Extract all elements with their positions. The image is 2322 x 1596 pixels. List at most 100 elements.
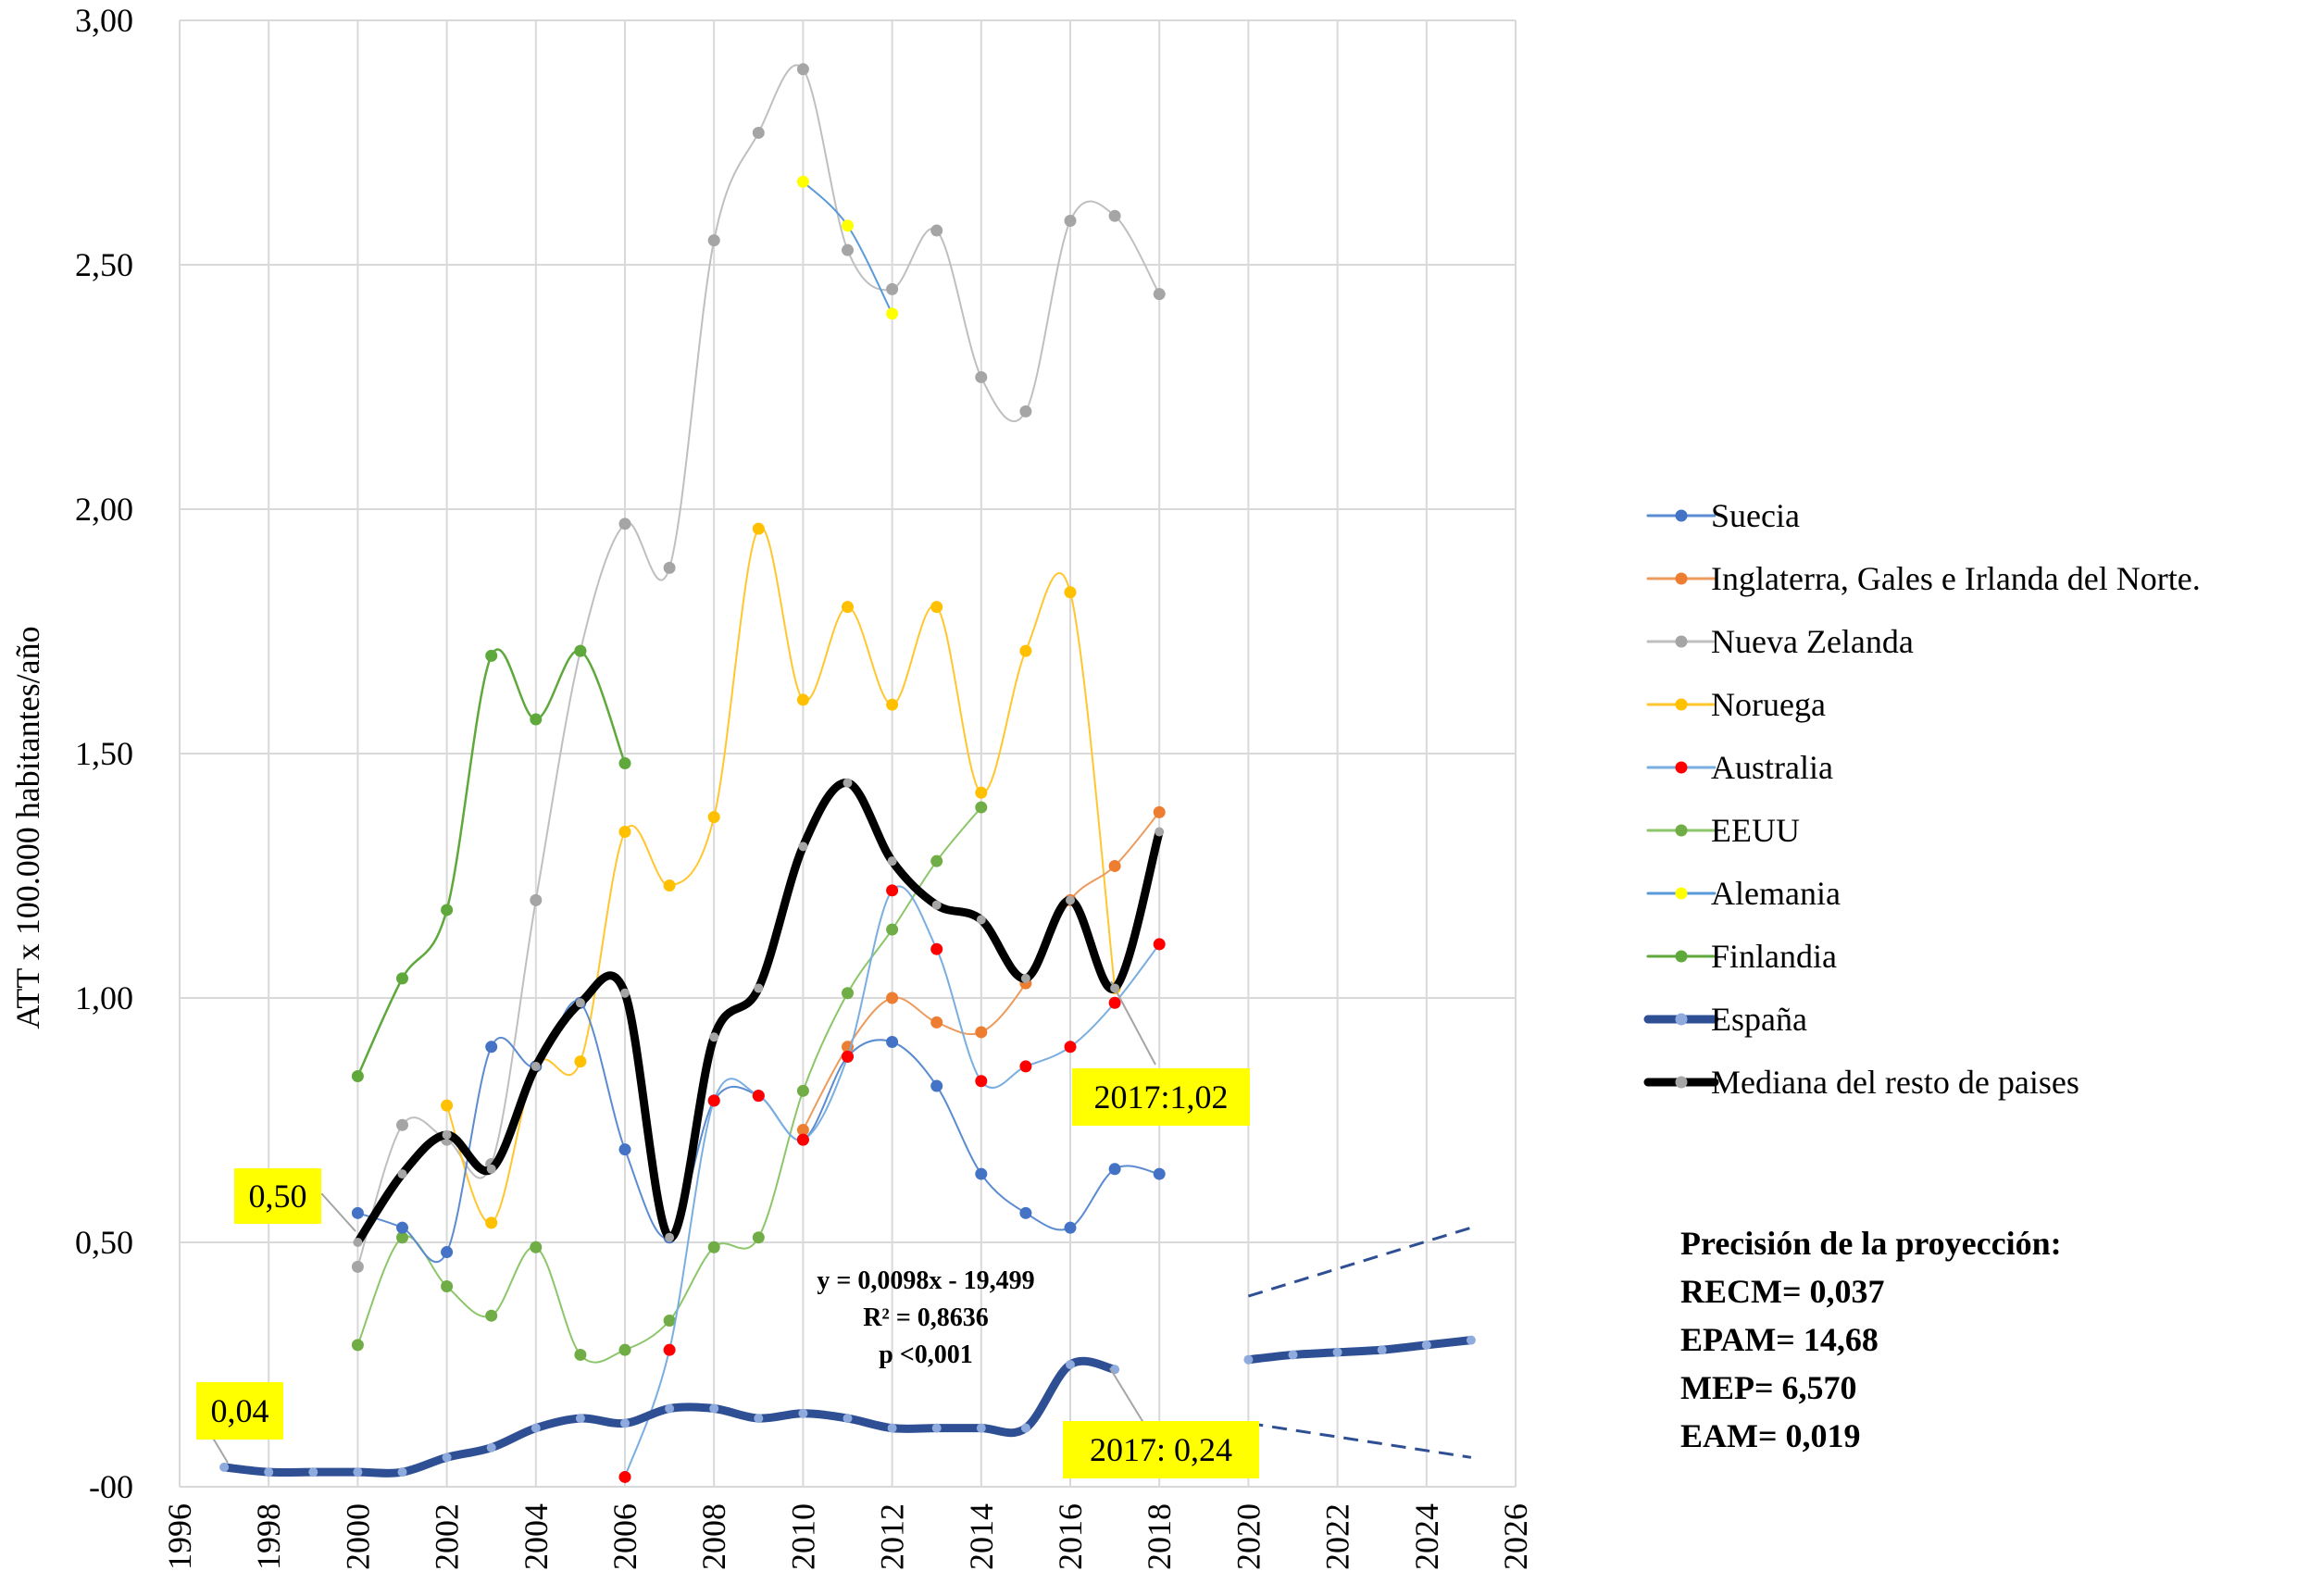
projection-point	[1288, 1350, 1298, 1360]
data-point	[397, 1467, 407, 1478]
grid	[179, 19, 1517, 1488]
series-line	[445, 526, 1117, 1224]
data-point	[1108, 996, 1121, 1009]
regression-line-0: y = 0,0098x - 19,499	[817, 1266, 1034, 1295]
accuracy-box: Precisión de la proyección: RECM= 0,037 EP…	[1680, 1225, 2062, 1454]
legend-item-4: Australia	[1646, 749, 1833, 786]
data-point	[264, 1467, 274, 1478]
data-point	[931, 1423, 942, 1433]
label-050: 0,50	[234, 1168, 321, 1224]
legend-label: Suecia	[1711, 497, 1800, 534]
legend-label: Noruega	[1711, 686, 1826, 723]
y-tick-label: 2,00	[75, 491, 133, 528]
legend-label: EEUU	[1711, 812, 1800, 849]
x-tick-label: 2024	[1408, 1503, 1445, 1570]
data-point	[574, 1348, 587, 1361]
x-tick-label: 2026	[1497, 1503, 1534, 1570]
legend-swatch-marker	[1675, 761, 1688, 774]
y-tick-label: 2,50	[75, 246, 133, 283]
data-point	[663, 879, 676, 892]
data-point	[1064, 586, 1077, 599]
data-point	[665, 1232, 675, 1242]
data-point	[707, 234, 720, 247]
label-004-text: 0,04	[211, 1392, 269, 1429]
data-point	[1019, 644, 1032, 657]
label-050-bg	[234, 1168, 321, 1224]
data-point	[620, 988, 630, 998]
data-point	[486, 1442, 496, 1453]
series-line	[356, 1000, 1161, 1263]
x-tick-label: 2012	[874, 1503, 911, 1570]
data-point	[752, 522, 765, 535]
data-point	[308, 1467, 318, 1478]
data-point	[707, 1241, 720, 1253]
legend-swatch-marker	[1675, 572, 1688, 585]
data-point	[441, 1099, 454, 1112]
data-point	[530, 713, 543, 726]
data-point	[1153, 938, 1166, 951]
series-0	[351, 996, 1166, 1263]
data-point	[442, 1453, 452, 1463]
data-point	[353, 1238, 363, 1247]
y-tick-label: 3,00	[75, 2, 133, 39]
series-line	[353, 779, 1164, 1247]
data-point	[351, 1339, 364, 1352]
data-point	[842, 219, 854, 232]
data-point	[796, 63, 809, 76]
regression-line-1: R² = 0,8636	[863, 1303, 989, 1332]
legend-label: Alemania	[1711, 875, 1841, 912]
data-point	[351, 1206, 364, 1219]
x-tick-label: 2018	[1141, 1503, 1178, 1570]
data-point	[574, 1055, 587, 1068]
projection-line	[1243, 1336, 1476, 1365]
data-point	[930, 942, 943, 955]
x-tick-label: 2016	[1052, 1503, 1089, 1570]
label-050-text: 0,50	[249, 1178, 307, 1215]
data-point	[441, 1246, 454, 1259]
data-point	[1155, 827, 1165, 837]
data-point	[219, 1462, 230, 1472]
accuracy-line-2: MEP= 6,570	[1680, 1369, 1857, 1406]
data-point	[796, 1124, 809, 1137]
data-point	[1064, 214, 1077, 227]
data-point	[1066, 895, 1075, 905]
data-point	[1064, 1221, 1077, 1234]
label-2017-mediana-bg	[1072, 1068, 1250, 1126]
data-point	[886, 282, 899, 295]
projection-lower-bound	[1248, 1421, 1472, 1459]
data-point	[975, 801, 988, 814]
data-point	[1066, 1360, 1075, 1369]
data-point	[976, 915, 986, 925]
data-point	[842, 243, 854, 256]
data-point	[618, 1470, 631, 1483]
data-point	[886, 991, 899, 1004]
data-point	[530, 1241, 543, 1253]
data-point	[353, 1467, 363, 1478]
data-point	[397, 1169, 407, 1179]
series-line	[624, 885, 1161, 1478]
data-point	[754, 983, 764, 993]
projection-layer	[1243, 1226, 1476, 1459]
data-point	[396, 1221, 408, 1234]
data-point	[843, 1414, 853, 1424]
legend-item-5: EEUU	[1646, 812, 1800, 849]
data-point	[485, 649, 498, 662]
legend-label: Finlandia	[1711, 938, 1837, 975]
data-point	[975, 1075, 988, 1088]
data-point	[618, 757, 631, 770]
x-tick-label: 2000	[339, 1503, 376, 1570]
legend-label: Nueva Zelanda	[1711, 623, 1914, 660]
data-point	[842, 987, 854, 1000]
projection-point	[1332, 1347, 1342, 1357]
data-point	[975, 1167, 988, 1180]
regression-line-2: p <0,001	[879, 1340, 973, 1369]
axes: -00 0,50 1,00 1,50 2,00 2,50 3,00 1996 1998 2000 2…	[9, 2, 1534, 1570]
y-tick-label: 0,50	[75, 1224, 133, 1261]
x-tick-label: 2010	[784, 1503, 821, 1570]
legend: Suecia Inglaterra, Gales e Irlanda del No…	[1643, 497, 2201, 1101]
data-point	[1153, 805, 1166, 818]
data-point	[975, 786, 988, 799]
data-point	[663, 561, 676, 574]
data-point	[486, 1164, 496, 1174]
